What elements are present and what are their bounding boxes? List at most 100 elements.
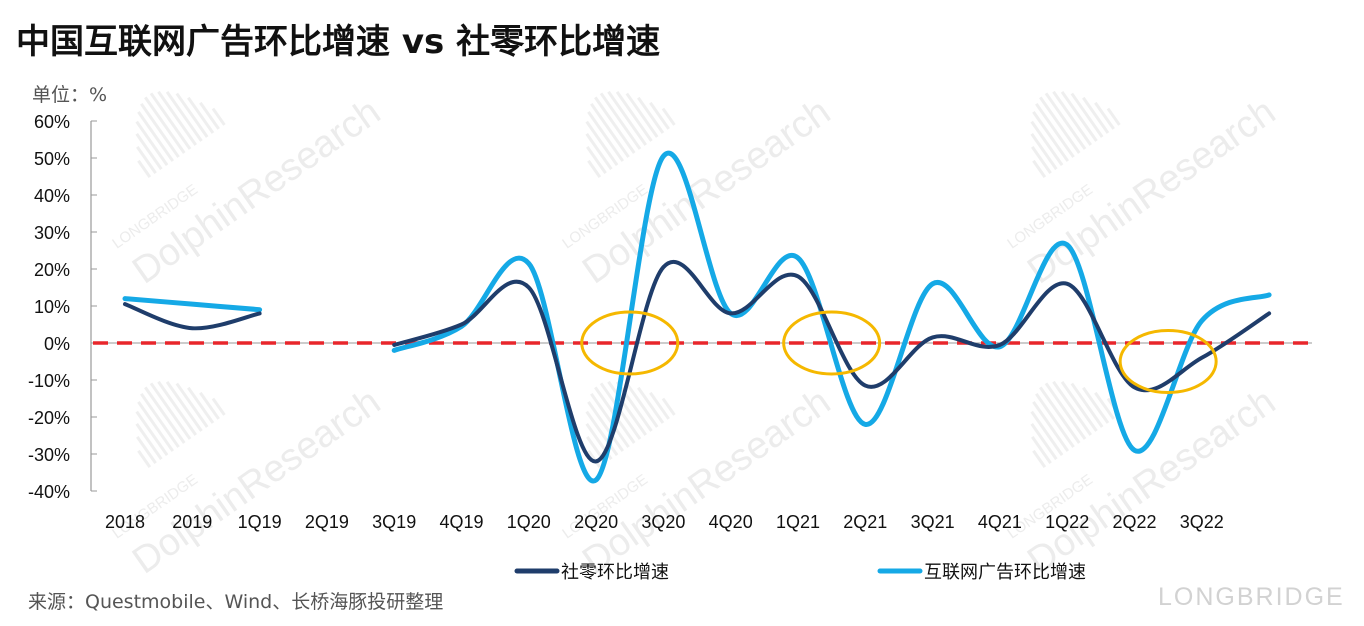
watermark-bar <box>1044 382 1087 440</box>
x-tick-label: 2019 <box>172 512 212 532</box>
x-tick-label: 3Q21 <box>911 512 955 532</box>
y-tick-label: 60% <box>34 112 70 132</box>
x-tick-label: 1Q21 <box>776 512 820 532</box>
x-tick-label: 2Q20 <box>574 512 618 532</box>
chart-title: 中国互联网广告环比增速 vs 社零环比增速 <box>16 22 661 62</box>
y-tick-label: -30% <box>28 445 70 465</box>
watermark-bar <box>1070 382 1104 428</box>
watermark-bar <box>137 111 175 162</box>
watermark-bar <box>135 133 163 170</box>
watermark-bar <box>135 423 163 460</box>
watermark-bar <box>594 96 636 154</box>
highlight-layer <box>580 310 1218 394</box>
highlight-circle <box>1118 329 1218 394</box>
watermark-text: DolphinResearch <box>1020 381 1283 583</box>
x-tick-label: 4Q21 <box>978 512 1022 532</box>
watermark-bar <box>144 386 186 444</box>
watermark-bar <box>1035 392 1075 448</box>
watermark-bar <box>149 382 192 440</box>
watermark-bar <box>199 391 220 420</box>
watermark-bar <box>637 386 665 424</box>
series-line-retail-sales <box>123 302 262 331</box>
watermark-bar <box>157 90 197 146</box>
watermark-bar <box>625 92 659 138</box>
watermark-bar <box>1030 410 1064 456</box>
watermark-bar <box>1094 391 1115 420</box>
watermark-bar <box>140 392 180 448</box>
watermark-bar <box>661 397 676 416</box>
watermark-bar <box>1039 96 1081 154</box>
watermark-bar <box>137 401 175 452</box>
series-layer <box>122 150 1272 484</box>
source-note: 来源：Questmobile、Wind、长桥海豚投研整理 <box>28 591 444 613</box>
watermark-bar <box>587 111 625 162</box>
watermark-bar <box>590 102 630 158</box>
highlight-circle <box>782 310 882 376</box>
watermark-bar <box>1070 92 1104 138</box>
watermark-bar <box>585 120 619 166</box>
watermark-bar <box>607 90 647 146</box>
watermark-bar <box>1082 386 1110 424</box>
x-tick-label: 3Q22 <box>1180 512 1224 532</box>
x-tick-label: 1Q19 <box>238 512 282 532</box>
watermark-bar <box>135 120 169 166</box>
watermark-bar <box>649 101 670 130</box>
watermark-bar <box>637 96 665 134</box>
y-tick-label: 10% <box>34 297 70 317</box>
watermark-bar <box>1032 111 1070 162</box>
series-line-retail-sales <box>392 259 1272 464</box>
watermark-bar <box>1035 102 1075 158</box>
x-tick-label: 3Q19 <box>372 512 416 532</box>
x-tick-label: 2Q22 <box>1112 512 1156 532</box>
legend-label: 社零环比增速 <box>561 562 669 583</box>
watermark-bar <box>175 92 209 138</box>
watermark-bar <box>587 449 602 468</box>
watermark-bar <box>649 391 670 420</box>
watermark-bar <box>165 90 203 142</box>
watermark-bar <box>1030 133 1058 170</box>
watermark-bar <box>585 133 613 170</box>
watermark-bar <box>187 386 215 424</box>
watermark-bar <box>175 382 209 428</box>
highlight-circle <box>580 310 680 376</box>
watermark-text: DolphinResearch <box>1020 91 1283 293</box>
x-tick-label: 1Q20 <box>507 512 551 532</box>
watermark-bar <box>1031 146 1052 174</box>
watermark-bar <box>1094 101 1115 130</box>
x-tick-label: 1Q22 <box>1045 512 1089 532</box>
watermark-bar <box>625 382 659 428</box>
series-line-internet-ads <box>122 296 263 313</box>
y-tick-label: 30% <box>34 223 70 243</box>
watermark-bar <box>1060 90 1098 142</box>
unit-label: 单位：% <box>32 84 108 106</box>
watermark-bar <box>587 401 625 452</box>
legend: 社零环比增速 互联网广告环比增速 <box>514 562 1086 583</box>
y-tick-label: 20% <box>34 260 70 280</box>
watermark-bar <box>149 92 192 150</box>
watermark-bar <box>1052 380 1092 436</box>
x-tick-label: 2Q19 <box>305 512 349 532</box>
watermark-bar <box>1032 159 1047 178</box>
watermark-bar <box>661 107 676 126</box>
watermark-bar <box>137 159 152 178</box>
watermark-bar <box>199 101 220 130</box>
y-tick-label: 0% <box>44 334 70 354</box>
watermark-bar <box>165 380 203 432</box>
legend-label: 互联网广告环比增速 <box>924 562 1086 583</box>
y-tick-label: -10% <box>28 371 70 391</box>
watermark-bar <box>1032 401 1070 452</box>
watermark-bar <box>187 96 215 134</box>
watermark-bar <box>1082 96 1110 134</box>
watermark-bar <box>590 392 630 448</box>
x-tick-label: 2018 <box>105 512 145 532</box>
watermark-bar <box>1032 449 1047 468</box>
watermark-bar <box>140 102 180 158</box>
x-tick-label: 4Q20 <box>709 512 753 532</box>
x-tick-label: 3Q20 <box>641 512 685 532</box>
